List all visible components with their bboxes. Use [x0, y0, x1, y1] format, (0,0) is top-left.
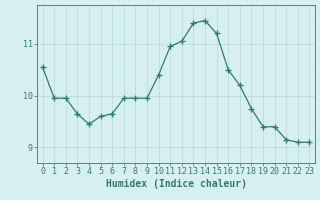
X-axis label: Humidex (Indice chaleur): Humidex (Indice chaleur) — [106, 179, 246, 189]
